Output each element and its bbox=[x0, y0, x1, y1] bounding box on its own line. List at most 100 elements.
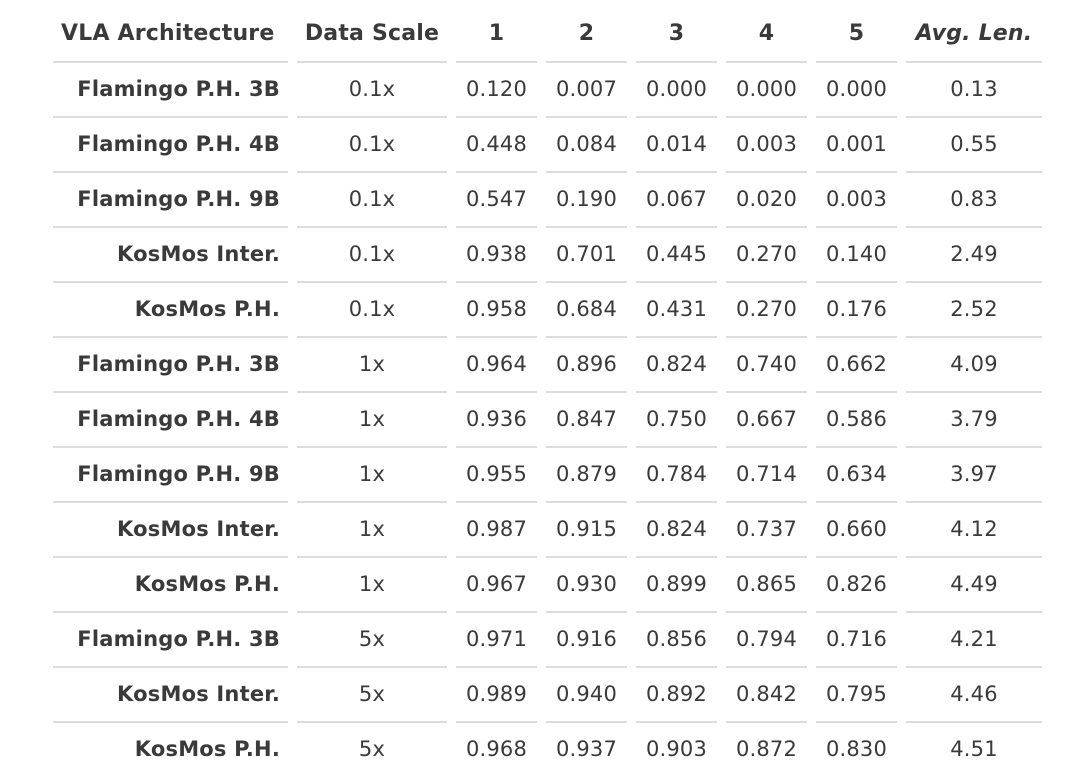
cell-success-3: 0.431 bbox=[636, 283, 717, 338]
cell-success-1: 0.448 bbox=[456, 118, 537, 173]
cell-success-3: 0.856 bbox=[636, 613, 717, 668]
cell-success-5: 0.000 bbox=[816, 63, 897, 118]
cell-vla-architecture: Flamingo P.H. 3B bbox=[53, 613, 288, 668]
header-data-scale: Data Scale bbox=[297, 0, 447, 63]
cell-avg-len: 4.12 bbox=[906, 503, 1042, 558]
cell-success-3: 0.000 bbox=[636, 63, 717, 118]
cell-data-scale: 0.1x bbox=[297, 228, 447, 283]
cell-success-2: 0.084 bbox=[546, 118, 627, 173]
cell-success-1: 0.968 bbox=[465, 737, 528, 761]
cell-success-1: 0.967 bbox=[456, 558, 537, 613]
header-avg-len: Avg. Len. bbox=[906, 0, 1042, 63]
cell-success-5: 0.140 bbox=[816, 228, 897, 283]
cell-vla-architecture: Flamingo P.H. 4B bbox=[53, 393, 288, 448]
cell-vla-architecture: Flamingo P.H. 4B bbox=[53, 118, 288, 173]
cell-success-5: 0.826 bbox=[816, 558, 897, 613]
cell-success-4: 0.737 bbox=[726, 503, 807, 558]
cell-vla-architecture: KosMos Inter. bbox=[53, 228, 288, 283]
cell-vla-architecture: KosMos P.H. bbox=[53, 283, 288, 338]
cell-avg-len: 3.97 bbox=[906, 448, 1042, 503]
cell-success-4: 0.270 bbox=[726, 228, 807, 283]
cell-success-3: 0.750 bbox=[636, 393, 717, 448]
cell-data-scale: 1x bbox=[297, 448, 447, 503]
cell-success-3: 0.824 bbox=[636, 338, 717, 393]
table-row: Flamingo P.H. 4B 1x 0.936 0.847 0.750 0.… bbox=[53, 393, 1042, 448]
cell-success-4: 0.794 bbox=[726, 613, 807, 668]
header-row: VLA Architecture Data Scale 1 2 3 4 5 Av… bbox=[53, 0, 1042, 63]
cell-vla-architecture: Flamingo P.H. 9B bbox=[53, 173, 288, 228]
cell-success-4: 0.003 bbox=[726, 118, 807, 173]
table-row: Flamingo P.H. 9B 0.1x 0.547 0.190 0.067 … bbox=[53, 173, 1042, 228]
cell-data-scale: 5x bbox=[297, 613, 447, 668]
cell-avg-len: 4.49 bbox=[906, 558, 1042, 613]
results-table-container: VLA Architecture Data Scale 1 2 3 4 5 Av… bbox=[44, 0, 1051, 771]
cell-success-4: 0.020 bbox=[726, 173, 807, 228]
cell-success-5: 0.830 bbox=[825, 737, 888, 761]
cell-data-scale: 5x bbox=[297, 668, 447, 723]
cell-success-3: 0.014 bbox=[636, 118, 717, 173]
cell-success-1: 0.971 bbox=[456, 613, 537, 668]
cell-success-3: 0.824 bbox=[636, 503, 717, 558]
cell-data-scale: 1x bbox=[297, 393, 447, 448]
table-row: Flamingo P.H. 3B 1x 0.964 0.896 0.824 0.… bbox=[53, 338, 1042, 393]
table-row: KosMos P.H. 5x 0.968 0.937 0.903 0.872 0… bbox=[53, 723, 1042, 771]
cell-success-5: 0.634 bbox=[816, 448, 897, 503]
cell-vla-architecture: KosMos P.H. bbox=[53, 558, 288, 613]
header-length-5: 5 bbox=[816, 0, 897, 63]
cell-success-1: 0.955 bbox=[456, 448, 537, 503]
cell-success-2: 0.930 bbox=[546, 558, 627, 613]
cell-success-1: 0.936 bbox=[456, 393, 537, 448]
cell-success-5: 0.660 bbox=[816, 503, 897, 558]
cell-success-1: 0.547 bbox=[456, 173, 537, 228]
cell-success-5: 0.001 bbox=[816, 118, 897, 173]
cell-success-1: 0.958 bbox=[456, 283, 537, 338]
cell-success-3: 0.445 bbox=[636, 228, 717, 283]
cell-success-4: 0.667 bbox=[726, 393, 807, 448]
header-length-1: 1 bbox=[456, 0, 537, 63]
cell-vla-architecture: Flamingo P.H. 3B bbox=[53, 338, 288, 393]
cell-success-4: 0.740 bbox=[726, 338, 807, 393]
cell-success-3: 0.067 bbox=[636, 173, 717, 228]
cell-data-scale: 0.1x bbox=[297, 118, 447, 173]
cell-data-scale: 1x bbox=[297, 503, 447, 558]
cell-success-5: 0.662 bbox=[816, 338, 897, 393]
table-row: Flamingo P.H. 3B 5x 0.971 0.916 0.856 0.… bbox=[53, 613, 1042, 668]
cell-vla-architecture: Flamingo P.H. 9B bbox=[53, 448, 288, 503]
cell-success-2: 0.915 bbox=[546, 503, 627, 558]
cell-success-3: 0.903 bbox=[645, 737, 708, 761]
cell-data-scale: 5x bbox=[358, 737, 386, 761]
cell-avg-len: 3.79 bbox=[906, 393, 1042, 448]
cell-success-1: 0.964 bbox=[456, 338, 537, 393]
cell-success-1: 0.989 bbox=[456, 668, 537, 723]
table-row: Flamingo P.H. 9B 1x 0.955 0.879 0.784 0.… bbox=[53, 448, 1042, 503]
cell-avg-len: 4.51 bbox=[950, 737, 998, 761]
cell-data-scale: 1x bbox=[297, 558, 447, 613]
cell-success-5: 0.176 bbox=[816, 283, 897, 338]
table-row: Flamingo P.H. 4B 0.1x 0.448 0.084 0.014 … bbox=[53, 118, 1042, 173]
cell-avg-len: 4.09 bbox=[906, 338, 1042, 393]
cell-success-4: 0.865 bbox=[726, 558, 807, 613]
cell-success-4: 0.842 bbox=[726, 668, 807, 723]
cell-data-scale: 0.1x bbox=[297, 63, 447, 118]
cell-success-5: 0.003 bbox=[816, 173, 897, 228]
cell-success-4: 0.872 bbox=[735, 737, 798, 761]
cell-vla-architecture: KosMos P.H. bbox=[134, 737, 280, 761]
results-table: VLA Architecture Data Scale 1 2 3 4 5 Av… bbox=[44, 0, 1051, 771]
header-length-2: 2 bbox=[546, 0, 627, 63]
cell-success-5: 0.586 bbox=[816, 393, 897, 448]
cell-vla-architecture: KosMos Inter. bbox=[53, 668, 288, 723]
cell-success-2: 0.007 bbox=[546, 63, 627, 118]
cell-data-scale: 0.1x bbox=[297, 173, 447, 228]
cell-avg-len: 2.52 bbox=[906, 283, 1042, 338]
table-row: KosMos P.H. 1x 0.967 0.930 0.899 0.865 0… bbox=[53, 558, 1042, 613]
header-vla-architecture: VLA Architecture bbox=[53, 0, 288, 63]
cell-success-2: 0.190 bbox=[546, 173, 627, 228]
cell-success-3: 0.784 bbox=[636, 448, 717, 503]
cell-success-3: 0.892 bbox=[636, 668, 717, 723]
cell-success-1: 0.938 bbox=[456, 228, 537, 283]
cell-success-2: 0.916 bbox=[546, 613, 627, 668]
table-row: KosMos P.H. 0.1x 0.958 0.684 0.431 0.270… bbox=[53, 283, 1042, 338]
cell-avg-len: 2.49 bbox=[906, 228, 1042, 283]
table-body: Flamingo P.H. 3B 0.1x 0.120 0.007 0.000 … bbox=[53, 63, 1042, 771]
